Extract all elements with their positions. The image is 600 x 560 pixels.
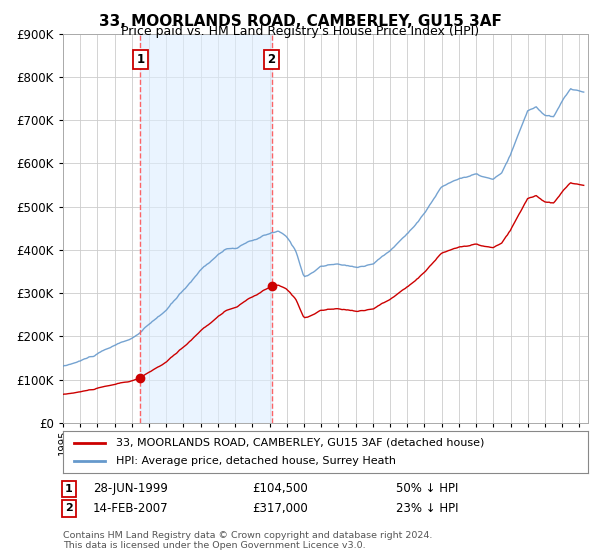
Bar	[140, 34, 272, 423]
Text: HPI: Average price, detached house, Surrey Heath: HPI: Average price, detached house, Surr…	[115, 456, 395, 466]
Text: Contains HM Land Registry data © Crown copyright and database right 2024.
This d: Contains HM Land Registry data © Crown c…	[63, 531, 433, 550]
Text: 2: 2	[65, 503, 73, 514]
Text: 50% ↓ HPI: 50% ↓ HPI	[396, 482, 458, 496]
Text: Price paid vs. HM Land Registry's House Price Index (HPI): Price paid vs. HM Land Registry's House …	[121, 25, 479, 38]
Text: 14-FEB-2007: 14-FEB-2007	[93, 502, 169, 515]
Text: £317,000: £317,000	[252, 502, 308, 515]
Text: 33, MOORLANDS ROAD, CAMBERLEY, GU15 3AF (detached house): 33, MOORLANDS ROAD, CAMBERLEY, GU15 3AF …	[115, 438, 484, 448]
Text: 1: 1	[136, 53, 145, 66]
Text: 28-JUN-1999: 28-JUN-1999	[93, 482, 168, 496]
Text: 33, MOORLANDS ROAD, CAMBERLEY, GU15 3AF: 33, MOORLANDS ROAD, CAMBERLEY, GU15 3AF	[98, 14, 502, 29]
Text: 1: 1	[65, 484, 73, 494]
Text: £104,500: £104,500	[252, 482, 308, 496]
Text: 2: 2	[268, 53, 275, 66]
Text: 23% ↓ HPI: 23% ↓ HPI	[396, 502, 458, 515]
